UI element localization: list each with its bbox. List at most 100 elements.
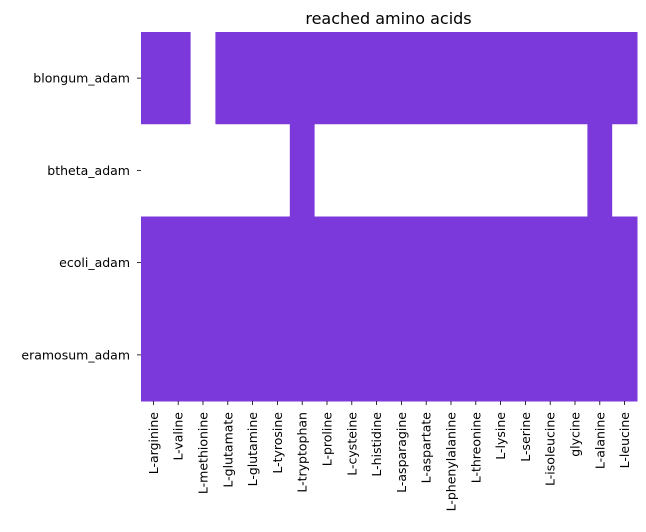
heatmap-cell [314,216,340,310]
heatmap-cell [141,216,167,310]
x-tick-label: L-aspartate [419,412,434,484]
heatmap-cell [364,308,390,402]
heatmap-cell [364,124,390,217]
heatmap-cell [438,308,464,402]
heatmap-cell [314,308,340,402]
heatmap-cell [562,32,588,125]
heatmap-cell [265,124,291,217]
x-tick-label: L-phenylalanine [444,412,459,512]
x-tick-label: L-threonine [468,412,483,484]
heatmap-cell [612,32,638,125]
heatmap-cell [537,216,564,310]
heatmap-cell [389,308,415,402]
heatmap-cell [215,216,241,310]
y-tick-label: eramosum_adam [21,347,130,362]
heatmap-cell [240,124,266,217]
heatmap-cells [141,32,638,402]
heatmap-cell [562,124,588,217]
x-tick-label: glycine [568,412,583,457]
heatmap-cell [240,216,266,310]
heatmap-cell [215,124,241,217]
heatmap-cell [165,308,192,402]
heatmap-cell [463,32,489,125]
x-tick-label: L-tryptophan [295,412,310,493]
heatmap-cell [463,308,489,402]
x-tick-label: L-isoleucine [543,412,558,486]
heatmap-cell [141,308,167,402]
heatmap-cell [289,124,316,217]
heatmap-cell [513,32,539,125]
heatmap-cell [265,216,291,310]
x-axis: L-arginine L-valine L-methionine L-glutamat… [146,401,632,511]
heatmap-cell [413,124,440,217]
heatmap-cell [339,308,365,402]
y-tick-label: btheta_adam [47,163,130,178]
heatmap-cell [389,32,415,125]
heatmap-cell [141,124,167,217]
x-tick-label: L-cysteine [344,412,359,476]
heatmap-cell [289,32,316,125]
heatmap-cell [165,216,192,310]
heatmap-cell [612,124,638,217]
x-tick-label: L-asparagine [394,412,409,493]
heatmap-cell [488,124,514,217]
heatmap-cell [537,124,564,217]
heatmap-cell [289,216,316,310]
heatmap-cell [240,308,266,402]
heatmap-cell [513,216,539,310]
heatmap-cell [314,32,340,125]
heatmap-cell [165,124,192,217]
heatmap-cell [389,124,415,217]
heatmap-cell [587,32,613,125]
heatmap-cell [364,216,390,310]
heatmap-cell [488,32,514,125]
x-tick-label: L-alanine [592,412,607,469]
y-tick-label: ecoli_adam [59,255,130,270]
heatmap-cell [537,308,564,402]
heatmap-cell [413,216,440,310]
heatmap-cell [215,308,241,402]
heatmap-cell [488,308,514,402]
heatmap-cell [562,216,588,310]
heatmap-cell [389,216,415,310]
heatmap-cell [587,308,613,402]
y-tick-label: blongum_adam [33,71,130,86]
x-tick-label: L-valine [171,412,186,461]
heatmap-cell [587,124,613,217]
heatmap-cell [190,124,216,217]
heatmap-cell [413,308,440,402]
x-tick-label: L-tyrosine [270,412,285,474]
heatmap-cell [190,32,216,125]
x-tick-label: L-glutamine [245,412,260,487]
heatmap-cell [339,216,365,310]
x-tick-label: L-histidine [369,412,384,477]
heatmap-cell [190,216,216,310]
heatmap-cell [488,216,514,310]
x-tick-label: L-proline [320,412,335,467]
heatmap-cell [513,308,539,402]
x-tick-label: L-lysine [493,412,508,460]
heatmap-cell [413,32,440,125]
heatmap-cell [215,32,241,125]
heatmap-cell [240,32,266,125]
heatmap-cell [339,124,365,217]
heatmap-cell [562,308,588,402]
heatmap-cell [339,32,365,125]
heatmap-cell [463,124,489,217]
heatmap-cell [141,32,167,125]
heatmap-cell [438,216,464,310]
heatmap-cell [364,32,390,125]
heatmap-cell [612,216,638,310]
heatmap-cell [438,124,464,217]
heatmap-cell [438,32,464,125]
chart-title: reached amino acids [305,9,471,28]
x-tick-label: L-arginine [146,412,161,475]
x-tick-label: L-glutamate [220,412,235,488]
x-tick-label: L-methionine [196,412,211,494]
heatmap-cell [190,308,216,402]
heatmap-cell [289,308,316,402]
heatmap-cell [612,308,638,402]
x-tick-label: L-serine [518,412,533,462]
heatmap-cell [513,124,539,217]
